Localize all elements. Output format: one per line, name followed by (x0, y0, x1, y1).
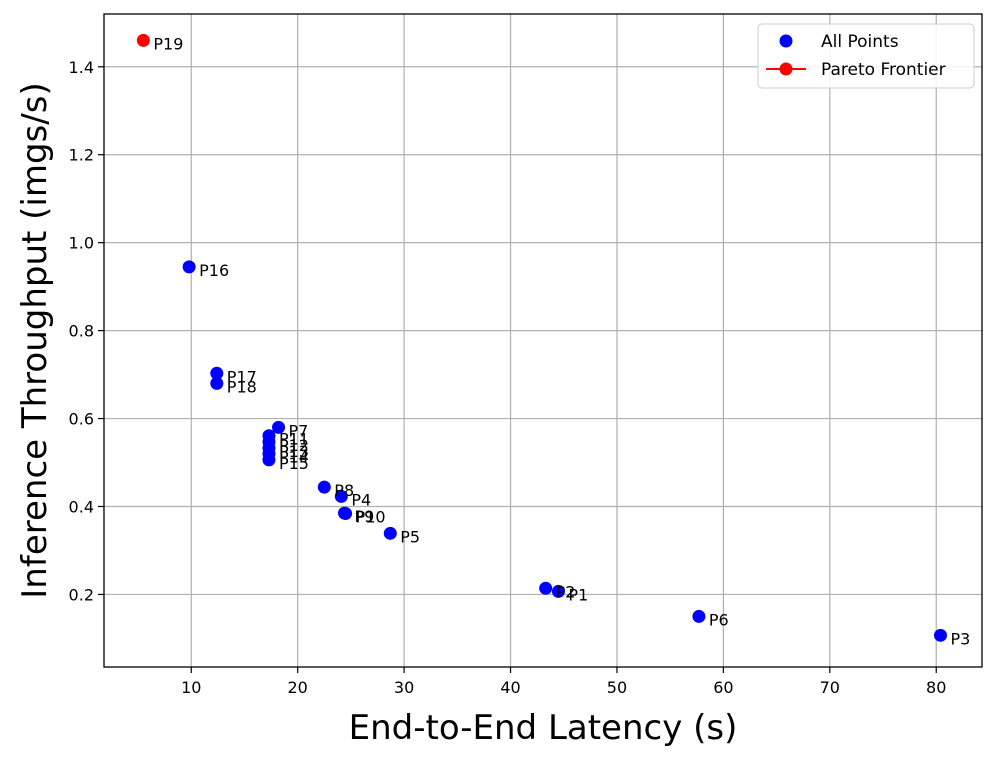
y-tick-label: 1.0 (69, 234, 94, 253)
data-point-p17 (210, 366, 224, 380)
point-label-p16: P16 (199, 261, 229, 280)
data-point-p4 (334, 489, 348, 503)
data-point-p18 (210, 376, 224, 390)
grid (104, 14, 982, 667)
point-label-p12: P12 (279, 436, 309, 455)
x-tick-label: 60 (713, 678, 733, 697)
x-axis-title: End-to-End Latency (s) (349, 708, 738, 748)
data-point-p10 (339, 507, 353, 521)
point-label-p5: P5 (400, 527, 420, 546)
plot-area-frame (103, 13, 983, 668)
y-tick-label: 0.8 (69, 322, 94, 341)
legend: All Points Pareto Frontier (757, 23, 975, 89)
point-label-p17: P17 (227, 367, 257, 386)
point-label-p2: P2 (556, 582, 576, 601)
data-points (136, 33, 947, 642)
x-tick-label: 50 (607, 678, 627, 697)
point-label-p4: P4 (351, 490, 371, 509)
point-label-p15: P15 (279, 454, 309, 473)
legend-label-pareto-frontier: Pareto Frontier (821, 60, 946, 80)
x-tick-label: 80 (926, 678, 946, 697)
point-label-p1: P1 (568, 585, 588, 604)
legend-label-all-points: All Points (821, 32, 899, 52)
y-tick-label: 0.2 (69, 585, 94, 604)
point-label-p11: P11 (279, 430, 309, 449)
x-tick-label: 30 (394, 678, 414, 697)
point-label-p8: P8 (334, 481, 354, 500)
y-tick-label: 1.2 (69, 146, 94, 165)
x-tick-label: 20 (288, 678, 308, 697)
legend-marker-pareto-frontier (779, 62, 793, 76)
point-label-p3: P3 (950, 629, 970, 648)
point-label-p13: P13 (279, 442, 309, 461)
data-point-p3 (933, 628, 947, 642)
data-point-p15 (262, 453, 276, 467)
x-tick-label: 70 (820, 678, 840, 697)
legend-box (757, 23, 975, 89)
data-point-p5 (383, 526, 397, 540)
y-axis-title: Inference Throughput (imgs/s) (15, 82, 55, 598)
y-tick-label: 0.6 (69, 410, 94, 429)
data-point-p1 (551, 584, 565, 598)
data-point-p2 (539, 581, 553, 595)
data-point-p8 (317, 480, 331, 494)
point-label-p19: P19 (153, 34, 183, 53)
point-label-p9: P9 (355, 507, 375, 526)
legend-marker-all-points (779, 34, 793, 48)
y-tick-label: 0.4 (69, 497, 94, 516)
point-label-p6: P6 (709, 610, 729, 629)
data-point-p19 (136, 33, 150, 47)
y-tick-label: 1.4 (69, 58, 94, 77)
axis-ticks: 10 20 30 40 50 60 70 80 0.2 0.4 0.6 0.8 1.0 1.2 1.4 (69, 58, 947, 697)
x-tick-label: 40 (500, 678, 520, 697)
point-label-p18: P18 (227, 377, 257, 396)
point-label-p10: P10 (356, 508, 386, 527)
point-label-p7: P7 (289, 421, 309, 440)
data-point-p16 (182, 260, 196, 274)
data-point-p6 (692, 609, 706, 623)
x-tick-label: 10 (181, 678, 201, 697)
data-point-p7 (272, 420, 286, 434)
point-label-p14: P14 (279, 448, 309, 467)
